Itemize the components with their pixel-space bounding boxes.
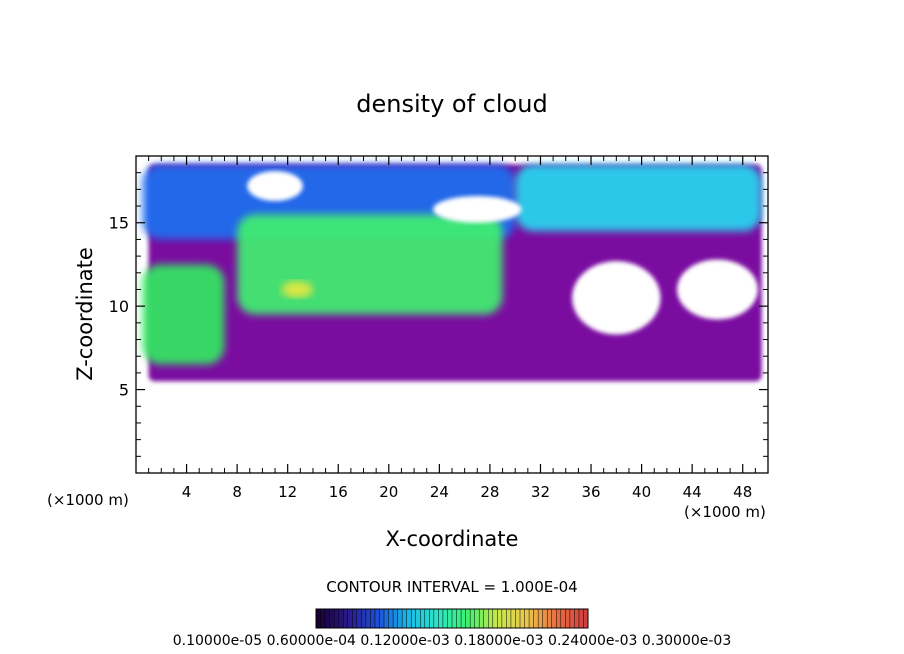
region-left-green-column — [142, 264, 225, 365]
colorbar-cell — [474, 609, 480, 628]
colorbar-cell — [470, 609, 476, 628]
colorbar-cell — [438, 609, 444, 628]
colorbar-cell — [465, 609, 471, 628]
colorbar-cell — [384, 609, 389, 628]
colorbar-labels: 0.10000e-05 0.60000e-04 0.12000e-03 0.18… — [173, 633, 732, 649]
colorbar-cell — [447, 609, 453, 628]
colorbar-cell — [420, 609, 426, 628]
colorbar-cell — [329, 609, 335, 628]
colorbar-cell — [325, 609, 330, 628]
clear-air-gap — [247, 171, 303, 202]
colorbar-cell — [320, 609, 326, 628]
region-central-green-core — [237, 214, 503, 315]
clear-air-gap — [433, 196, 522, 223]
colorbar-cell — [316, 609, 321, 628]
colorbar-cell — [452, 609, 457, 628]
colorbar-cell — [456, 609, 462, 628]
colorbar-cell — [542, 609, 548, 628]
colorbar-cell — [524, 609, 530, 628]
x-tick-label: 12 — [278, 483, 297, 501]
colorbar-cell — [442, 609, 448, 628]
colorbar-cell — [370, 609, 376, 628]
x-tick-label: 32 — [531, 483, 550, 501]
x-tick-label: 36 — [581, 483, 600, 501]
colorbar-cell — [433, 609, 439, 628]
colorbar-cell — [556, 609, 562, 628]
x-tick-label: 16 — [329, 483, 348, 501]
x-tick-label: 20 — [379, 483, 398, 501]
colorbar-cell — [551, 609, 557, 628]
colorbar-cell — [424, 609, 430, 628]
x-tick-label: 4 — [182, 483, 192, 501]
colorbar-cell — [515, 609, 521, 628]
colorbar-cell — [374, 609, 380, 628]
y-tick-label: 15 — [109, 214, 129, 233]
colorbar-cell — [334, 609, 340, 628]
colorbar-cell — [506, 609, 512, 628]
colorbar-frame — [315, 608, 589, 629]
colorbar-cell — [361, 609, 367, 628]
colorbar-cell — [415, 609, 421, 628]
colorbar-cell — [583, 609, 589, 628]
colorbar-cell — [393, 609, 398, 628]
colorbar-cell — [406, 609, 412, 628]
colorbar-cell — [461, 609, 466, 628]
colorbar-cell — [411, 609, 417, 628]
colorbar-cell — [501, 609, 507, 628]
y-axis: 5 10 15 — [109, 172, 768, 457]
colorbar-cell — [365, 609, 371, 628]
colorbar-cell — [483, 609, 489, 628]
colorbar-cell — [379, 609, 385, 628]
colorbar-cell — [538, 609, 544, 628]
colorbar-cell — [510, 609, 516, 628]
y-axis-label: Z-coordinate — [73, 247, 97, 381]
colorbar-cell — [429, 609, 435, 628]
x-tick-label: 40 — [632, 483, 651, 501]
colorbar-cell — [352, 609, 358, 628]
colorbar-cell — [492, 609, 498, 628]
colorbar-cell — [402, 609, 408, 628]
x-tick-label: 28 — [480, 483, 499, 501]
x-tick-label: 24 — [430, 483, 449, 501]
colorbar-cell — [547, 609, 553, 628]
region-upper-right-cyan — [515, 164, 762, 232]
colorbar-cell — [578, 609, 584, 628]
colorbar-cell — [356, 609, 362, 628]
clear-air-gap — [676, 259, 758, 320]
colorbar-cell — [533, 609, 539, 628]
x-axis-label: X-coordinate — [386, 527, 519, 551]
x-tick-label: 8 — [232, 483, 242, 501]
colorbar-cell — [569, 609, 575, 628]
colorbar-cell — [343, 609, 349, 628]
x-axis: 4 8 12 16 20 24 28 32 36 40 44 48 — [148, 156, 756, 501]
colorbar-cell — [388, 609, 394, 628]
colorbar-cell — [347, 609, 353, 628]
colorbar-cell — [560, 609, 566, 628]
colorbar-cell — [529, 609, 534, 628]
colorbar-cell — [488, 609, 494, 628]
x-tick-label: 48 — [733, 483, 752, 501]
chart-title: density of cloud — [356, 90, 547, 118]
colorbar-cell — [397, 609, 403, 628]
colorbar-cell — [520, 609, 525, 628]
colorbar — [315, 608, 589, 629]
x-unit-right: (×1000 m) — [684, 503, 766, 521]
colorbar-cell — [497, 609, 503, 628]
x-unit-left: (×1000 m) — [47, 491, 129, 509]
density-field — [142, 164, 762, 382]
x-tick-label: 44 — [683, 483, 702, 501]
colorbar-cell — [565, 609, 571, 628]
clear-air-gap — [572, 261, 661, 335]
colorbar-cell — [574, 609, 580, 628]
colorbar-cell — [338, 609, 344, 628]
y-tick-label: 10 — [109, 297, 129, 316]
contour-interval: CONTOUR INTERVAL = 1.000E-04 — [326, 578, 577, 596]
y-tick-label: 5 — [119, 381, 129, 400]
region-yellow-peak — [281, 281, 313, 298]
colorbar-cell — [479, 609, 485, 628]
